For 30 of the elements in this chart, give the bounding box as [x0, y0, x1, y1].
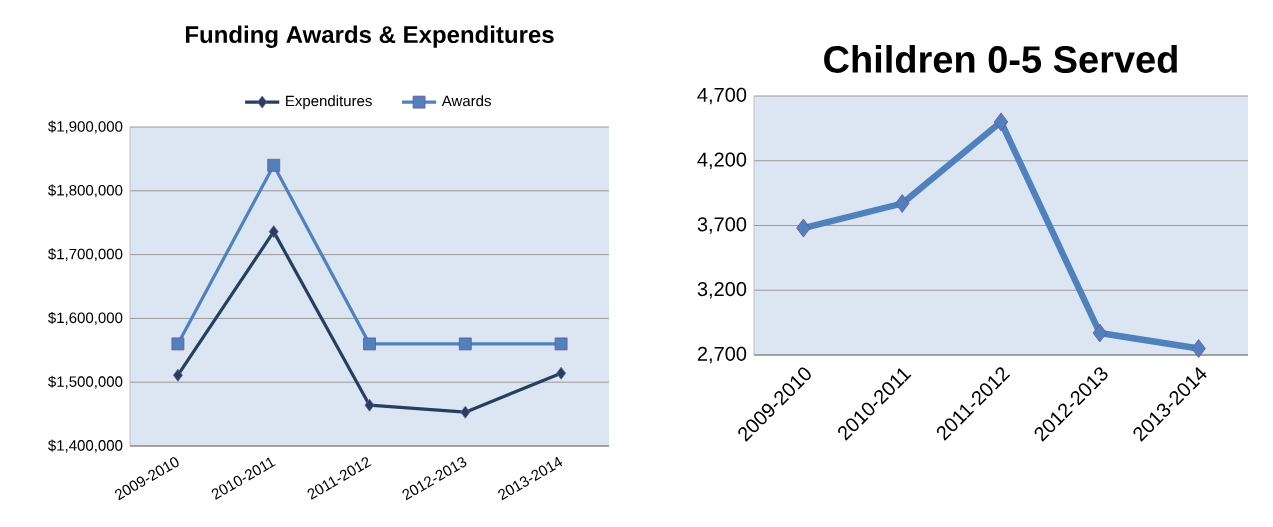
- point: [364, 398, 375, 412]
- y-tick-label: 3,700: [697, 217, 747, 234]
- point: [993, 112, 1009, 132]
- chart-title: Children 0-5 Served: [824, 45, 1177, 73]
- y-tick-label: $1,800,000: [48, 184, 123, 198]
- y-tick-label: $1,700,000: [48, 248, 123, 262]
- legend-label: Awards: [441, 95, 491, 107]
- y-tick-label: 2,700: [697, 346, 747, 364]
- y-tick-label: $1,900,000: [48, 120, 123, 134]
- y-tick-label: 4,700: [697, 87, 747, 105]
- point: [895, 194, 910, 213]
- point: [796, 218, 811, 238]
- y-tick-label: $1,600,000: [48, 311, 123, 325]
- point: [556, 366, 566, 380]
- point: [1191, 339, 1206, 358]
- point: [458, 337, 472, 351]
- point: [267, 158, 281, 172]
- point: [1092, 323, 1107, 343]
- y-tick-label: $1,500,000: [48, 375, 123, 389]
- point: [363, 337, 376, 351]
- point: [173, 368, 183, 382]
- y-tick-label: $1,400,000: [48, 439, 123, 453]
- point: [554, 337, 568, 351]
- y-tick-label: 3,200: [697, 282, 747, 299]
- chart-title: Funding Awards & Expenditures: [185, 25, 554, 48]
- point: [460, 405, 471, 419]
- legend-label: Expenditures: [286, 95, 372, 110]
- point: [268, 225, 279, 239]
- y-tick-label: 4,200: [697, 152, 747, 170]
- point: [171, 337, 185, 351]
